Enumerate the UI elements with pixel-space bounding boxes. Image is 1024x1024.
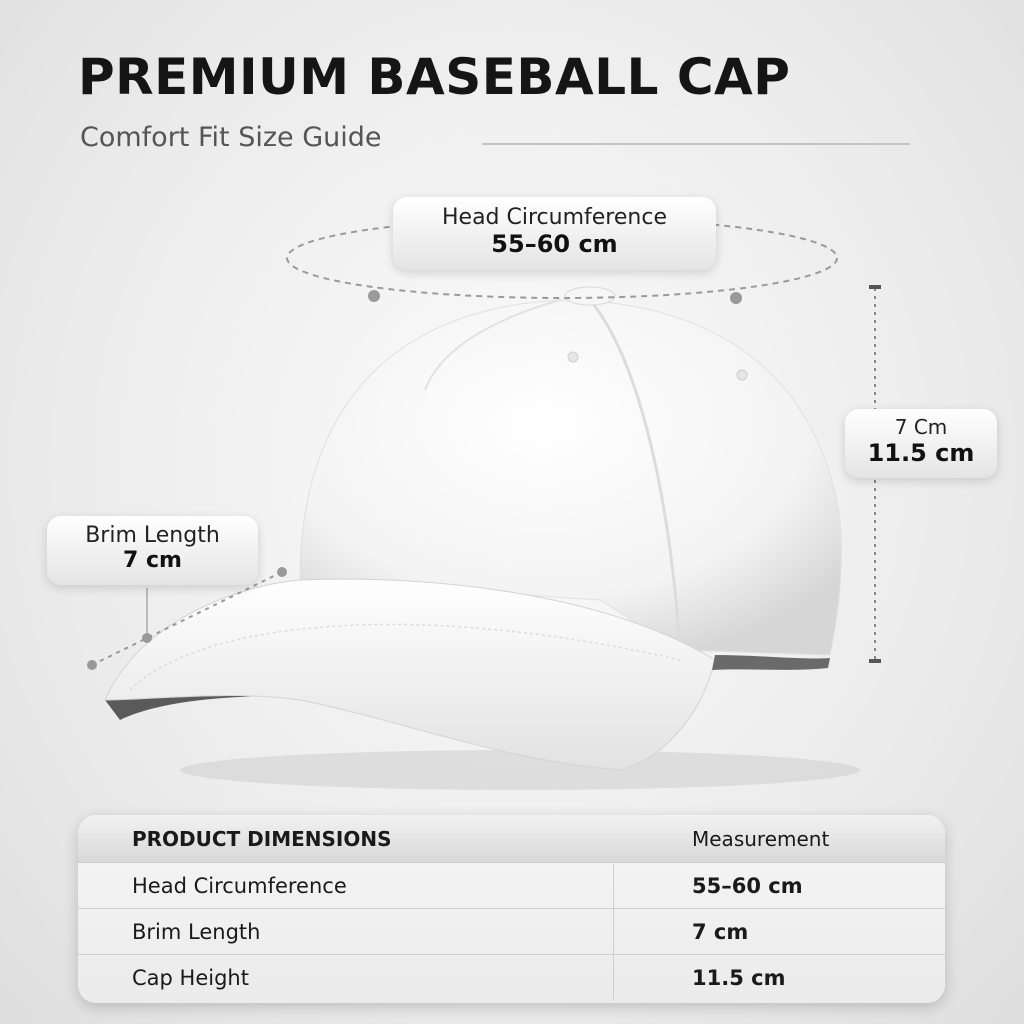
callout-value: 7 cm — [123, 548, 182, 573]
cap-height-callout: 7 Cm 11.5 cm — [845, 409, 997, 478]
row-value: 11.5 cm — [692, 966, 786, 990]
table-row: Cap Height 11.5 cm — [78, 954, 945, 1001]
height-guide-end — [869, 659, 881, 663]
eyelet — [736, 369, 748, 381]
guide-dot — [730, 292, 742, 304]
callout-value: 55–60 cm — [491, 230, 618, 258]
guide-dot — [142, 633, 152, 643]
cap-brim — [104, 578, 716, 771]
cap-shadow — [180, 750, 860, 790]
guide-dot — [87, 660, 97, 670]
brim-stitch — [129, 623, 681, 691]
column-divider — [613, 864, 614, 1001]
subtitle: Comfort Fit Size Guide — [80, 122, 382, 153]
column-header-dimensions: PRODUCT DIMENSIONS — [132, 826, 392, 851]
table-row: Head Circumference 55–60 cm — [78, 862, 945, 909]
callout-label: Brim Length — [85, 523, 220, 548]
cap-button — [564, 286, 616, 306]
eyelet — [567, 351, 579, 363]
table-header: PRODUCT DIMENSIONS Measurement — [78, 815, 945, 862]
row-value: 7 cm — [692, 920, 749, 944]
row-name: Head Circumference — [132, 874, 347, 898]
callout-label: 7 Cm — [894, 415, 948, 439]
brim-underside-right — [712, 655, 830, 670]
column-header-measurement: Measurement — [692, 826, 830, 851]
brim-length-callout: Brim Length 7 cm — [47, 516, 258, 585]
row-name: Brim Length — [132, 920, 261, 944]
cap-seam — [424, 299, 561, 391]
guide-dot — [368, 290, 380, 302]
callout-value: 11.5 cm — [867, 439, 975, 467]
guide-dot — [277, 567, 287, 577]
cap-seam — [588, 299, 682, 651]
row-name: Cap Height — [132, 966, 249, 990]
row-value: 55–60 cm — [692, 874, 803, 898]
callout-label: Head Circumference — [442, 205, 667, 230]
subtitle-divider — [482, 143, 910, 145]
dimensions-table: PRODUCT DIMENSIONS Measurement Head Circ… — [78, 815, 945, 1003]
head-circumference-callout: Head Circumference 55–60 cm — [393, 197, 716, 270]
page-title: PREMIUM BASEBALL CAP — [78, 48, 791, 106]
cap-crown — [299, 299, 842, 656]
height-guide-end — [869, 285, 881, 289]
table-row: Brim Length 7 cm — [78, 908, 945, 955]
